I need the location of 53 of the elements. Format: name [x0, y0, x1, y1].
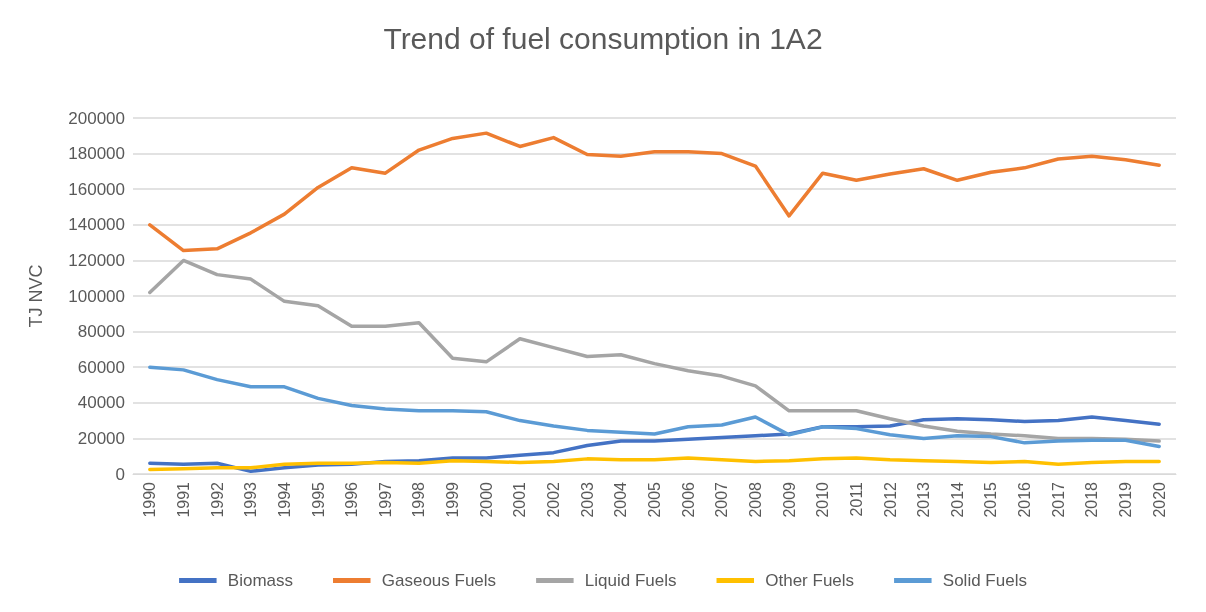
x-tick-label: 1993	[242, 481, 260, 518]
x-tick-label: 1999	[444, 481, 462, 518]
y-tick-label: 40000	[77, 393, 125, 413]
y-tick-label: 20000	[77, 428, 125, 448]
y-tick-label: 120000	[68, 250, 125, 270]
x-tick-label: 2001	[511, 481, 529, 518]
x-tick-label: 2003	[578, 481, 596, 518]
x-tick-label: 1992	[208, 481, 226, 518]
x-tick-label: 2004	[612, 481, 630, 518]
x-tick-label: 2015	[982, 481, 1000, 518]
chart-title: Trend of fuel consumption in 1A2	[383, 21, 823, 55]
x-tick-label: 2011	[847, 481, 865, 517]
y-axis-title: TJ NVC	[26, 264, 46, 328]
x-tick-label: 1998	[410, 481, 428, 518]
y-tick-label: 160000	[68, 179, 125, 199]
x-tick-label: 1990	[141, 481, 159, 518]
x-tick-label: 1996	[343, 481, 361, 518]
legend-label: Solid Fuels	[942, 571, 1027, 590]
x-tick-label: 2010	[814, 481, 832, 518]
x-tick-label: 2014	[948, 481, 966, 518]
line-series	[148, 258, 1161, 443]
line-series	[148, 456, 1161, 472]
x-tick-label: 2017	[1049, 481, 1067, 518]
x-tick-label: 1994	[275, 481, 293, 518]
x-tick-label: 2002	[545, 481, 563, 518]
y-tick-label: 80000	[77, 322, 125, 342]
x-tick-label: 1997	[376, 481, 394, 518]
x-tick-label: 2012	[881, 481, 899, 518]
y-tick-label: 140000	[68, 215, 125, 235]
y-tick-label: 0	[115, 464, 125, 484]
x-tick-label: 2019	[1117, 481, 1135, 518]
x-tick-label: 2009	[780, 481, 798, 518]
x-tick-label: 1991	[174, 481, 192, 518]
legend-label: Other Fuels	[765, 571, 855, 590]
legend-label: Biomass	[227, 571, 294, 590]
y-tick-label: 60000	[77, 357, 125, 377]
line-series	[148, 131, 1161, 253]
x-tick-label: 2018	[1083, 481, 1101, 518]
x-tick-label: 2006	[679, 481, 697, 518]
x-tick-label: 2008	[746, 481, 764, 518]
x-tick-label: 2020	[1150, 481, 1168, 518]
line-series	[148, 365, 1161, 449]
x-tick-label: 1995	[309, 481, 327, 518]
y-tick-label: 100000	[68, 286, 125, 306]
y-tick-label: 180000	[68, 144, 125, 164]
x-tick-label: 2005	[646, 481, 663, 518]
x-tick-label: 2016	[1016, 481, 1034, 518]
x-tick-label: 2007	[713, 481, 731, 518]
x-tick-label: 2000	[477, 481, 495, 518]
x-tick-label: 2013	[915, 481, 933, 518]
y-tick-label: 200000	[68, 108, 125, 128]
legend-label: Gaseous Fuels	[381, 571, 497, 590]
legend-label: Liquid Fuels	[584, 571, 677, 590]
